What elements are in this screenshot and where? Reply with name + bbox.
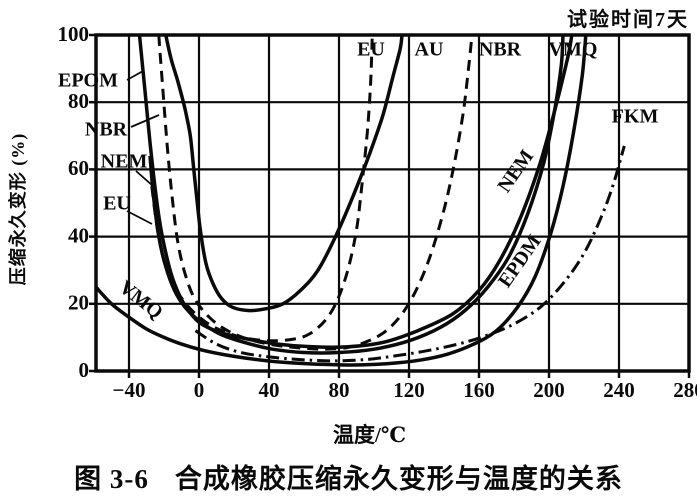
figure-caption: 图 3-6 合成橡胶压缩永久变形与温度的关系: [0, 457, 697, 496]
label-leader-3: [126, 210, 153, 225]
curve-VMQ: [94, 34, 588, 367]
x-tick-label-240: 240: [603, 378, 635, 402]
curves-layer: [94, 34, 626, 367]
curve-label-nem: NEM: [101, 151, 148, 173]
curve-label-eu: EU: [103, 193, 131, 215]
y-tick-label-40: 40: [68, 223, 89, 247]
curve-EPDM: [137, 34, 574, 349]
curve-label-vmq: VMQ: [115, 276, 167, 323]
test-duration-note: 试验时间7天: [567, 9, 689, 31]
curve-label-epdm: EPDM: [494, 231, 546, 292]
curve-label-nbr: NBR: [479, 39, 522, 61]
curve-label-au: AU: [415, 39, 444, 61]
curve-label-eu: EU: [357, 39, 385, 61]
y-tick-label-20: 20: [68, 291, 89, 315]
y-tick-label-80: 80: [68, 89, 89, 113]
curve-label-fkm: FKM: [612, 106, 659, 128]
x-tick-label-160: 160: [463, 378, 495, 402]
curve-NEM: [148, 34, 565, 355]
y-tick-label-60: 60: [68, 156, 89, 180]
label-leader-2: [135, 170, 154, 187]
frame-layer: [94, 33, 691, 373]
x-tick-label-120: 120: [393, 378, 425, 402]
curve-AU: [164, 34, 404, 313]
x-tick-label-80: 80: [329, 378, 350, 402]
plot-frame: [94, 33, 691, 373]
x-tick-label-200: 200: [533, 378, 565, 402]
curve-NBR: [157, 34, 474, 351]
curve-label-vmq: VMQ: [549, 39, 598, 61]
x-tick-label-0: 0: [194, 378, 205, 402]
label-leader-1: [130, 114, 160, 128]
figure-number: 图 3-6: [74, 464, 149, 494]
label-leader-0: [126, 70, 144, 81]
figure-caption-text: 合成橡胶压缩永久变形与温度的关系: [174, 464, 623, 494]
y-tick-label-0: 0: [79, 358, 90, 382]
curve-EU: [150, 34, 374, 343]
x-tick-label-40: 40: [259, 378, 280, 402]
x-axis-title: 温度/℃: [333, 423, 406, 447]
x-tick-label--40: −40: [113, 378, 146, 402]
curve-label-epom: EPOM: [58, 70, 118, 92]
y-tick-label-100: 100: [58, 22, 90, 46]
y-axis-title: 压缩永久变形 (%): [8, 132, 28, 286]
x-tick-label-280: 280: [673, 378, 697, 402]
curve-label-nbr: NBR: [85, 119, 128, 141]
curve-FKM: [194, 145, 626, 363]
